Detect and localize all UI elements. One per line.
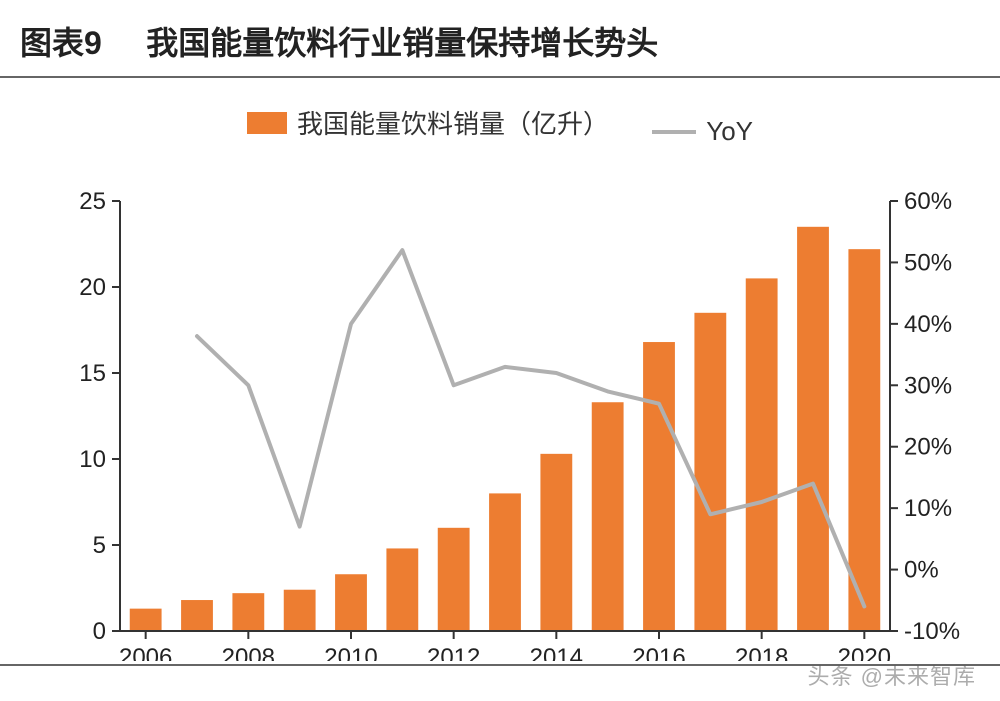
- legend-line-label: YoY: [706, 116, 753, 147]
- bar: [489, 493, 521, 631]
- chart-svg: 0 5 10 15 20 25 -10% 0% 10% 20% 30% 40% 50% 60% 2006 20…: [20, 151, 980, 661]
- legend-line-swatch: [652, 130, 696, 134]
- bar: [130, 609, 162, 631]
- y-right-tick-label: 0%: [904, 557, 939, 584]
- bar: [746, 278, 778, 631]
- y-right-tick-label: 40%: [904, 311, 952, 338]
- bar: [284, 590, 316, 631]
- bar: [797, 227, 829, 631]
- y-left-tick-label: 20: [79, 274, 106, 301]
- x-tick-label: 2008: [222, 644, 275, 661]
- bar: [386, 548, 418, 631]
- bar: [592, 402, 624, 631]
- y-left-tick-label: 15: [79, 360, 106, 387]
- y-left-tick-label: 5: [93, 532, 106, 559]
- x-tick-label: 2016: [632, 644, 685, 661]
- bar: [643, 342, 675, 631]
- bar: [335, 574, 367, 631]
- chart-legend: 我国能量饮料销量（亿升） YoY: [20, 98, 980, 151]
- legend-bar-swatch: [247, 112, 287, 134]
- x-tick-label: 2006: [119, 644, 172, 661]
- y-right-tick-label: 30%: [904, 372, 952, 399]
- x-tick-label: 2014: [530, 644, 583, 661]
- x-tick-label: 2010: [324, 644, 377, 661]
- x-tick-label: 2018: [735, 644, 788, 661]
- y-left-tick-label: 10: [79, 446, 106, 473]
- footer-divider: [0, 664, 1000, 666]
- bar: [694, 313, 726, 631]
- legend-bar-item: 我国能量饮料销量（亿升）: [247, 104, 609, 141]
- y-right-tick-label: 50%: [904, 249, 952, 276]
- chart-title: 我国能量饮料行业销量保持增长势头: [146, 18, 658, 64]
- bar: [540, 454, 572, 631]
- bar: [438, 528, 470, 631]
- legend-bar-label: 我国能量饮料销量（亿升）: [297, 104, 609, 141]
- legend-line-item: YoY: [652, 116, 753, 147]
- chart-number: 图表9: [20, 18, 102, 64]
- y-right-tick-label: -10%: [904, 618, 960, 645]
- y-right-tick-label: 60%: [904, 188, 952, 215]
- y-left-tick-label: 0: [93, 618, 106, 645]
- x-tick-label: 2020: [838, 644, 891, 661]
- chart-header: 图表9 我国能量饮料行业销量保持增长势头: [0, 0, 1000, 78]
- x-tick-label: 2012: [427, 644, 480, 661]
- bar: [848, 249, 880, 631]
- chart-container: 我国能量饮料销量（亿升） YoY 0 5 10 15 20 25 -10% 0% 10% 20% 3…: [20, 98, 980, 658]
- y-left-tick-label: 25: [79, 188, 106, 215]
- bar: [232, 593, 264, 631]
- y-right-tick-label: 20%: [904, 434, 952, 461]
- bar: [181, 600, 213, 631]
- y-right-tick-label: 10%: [904, 495, 952, 522]
